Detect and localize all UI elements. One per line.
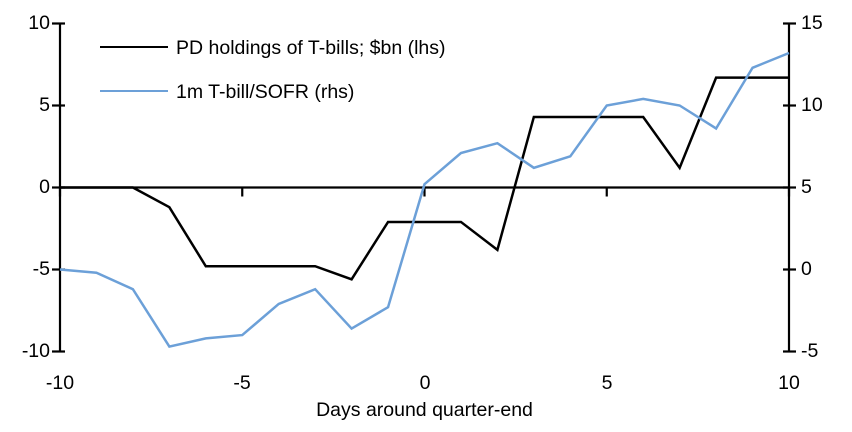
left-axis-tick-label: -5 [32,258,50,280]
x-axis-tick-label: -10 [45,372,75,394]
right-axis-tick-label: 15 [801,12,823,34]
left-axis-tick-label: 5 [39,94,50,116]
x-axis-tick-label: 0 [419,372,431,394]
legend-item-label: PD holdings of T-bills; $bn (lhs) [176,37,446,59]
legend-line-sample-pd-holdings [100,46,168,48]
right-axis-tick-label: 10 [801,94,823,116]
right-axis-tick-label: 5 [801,176,812,198]
x-axis-tick-label: 10 [778,372,800,394]
x-axis-tick-label: -5 [233,372,251,394]
legend-item-label: 1m T-bill/SOFR (rhs) [176,81,355,103]
x-axis-tick-label: 5 [601,372,613,394]
right-axis-tick-label: 0 [801,258,812,280]
legend-line-sample-tbill-sofr [100,90,168,92]
x-axis-title: Days around quarter-end [316,399,533,421]
left-axis-tick-label: 10 [28,12,50,34]
left-axis-tick-label: 0 [39,176,50,198]
left-axis-tick-label: -10 [21,340,50,362]
right-axis-tick-label: -5 [801,340,819,362]
